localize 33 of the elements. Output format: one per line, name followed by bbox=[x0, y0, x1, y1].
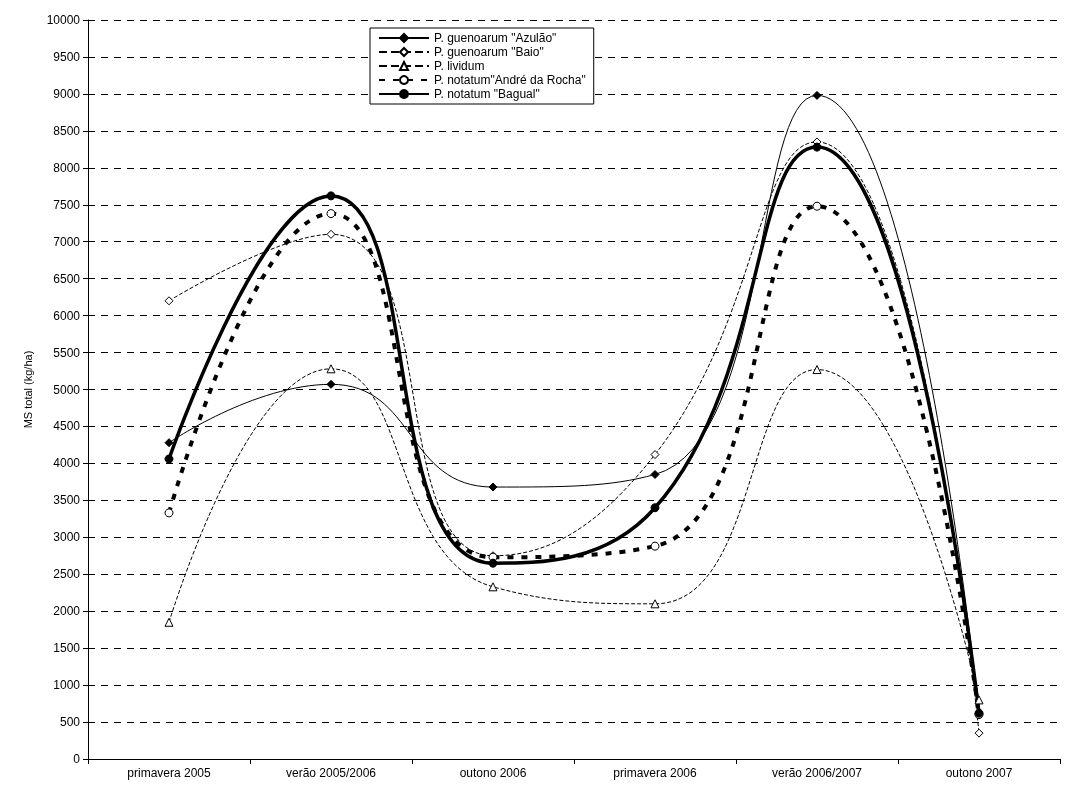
y-tick-label: 8500 bbox=[53, 123, 81, 138]
y-tick-label: 2000 bbox=[53, 604, 81, 619]
legend-label: P. notatum"André da Rocha" bbox=[434, 73, 586, 87]
y-tick-label: 1500 bbox=[53, 641, 81, 656]
x-tick-label: primavera 2005 bbox=[127, 766, 212, 780]
legend-label: P. lividum bbox=[434, 59, 485, 73]
y-tick-label: 0 bbox=[73, 752, 81, 766]
y-tick-label: 3500 bbox=[53, 493, 81, 508]
legend-label: P. guenoarum "Baio" bbox=[434, 45, 544, 59]
y-tick-label: 7500 bbox=[53, 197, 81, 212]
x-tick-label: outono 2007 bbox=[945, 766, 1013, 780]
y-tick-label: 4000 bbox=[53, 456, 81, 471]
y-tick-label: 6000 bbox=[53, 308, 81, 323]
y-tick-label: 7000 bbox=[53, 234, 81, 249]
legend-label: P. guenoarum "Azulão" bbox=[434, 31, 557, 45]
y-tick-label: 5000 bbox=[53, 382, 81, 397]
y-axis-title: MS total (kg/ha) bbox=[21, 350, 34, 429]
y-tick-label: 8000 bbox=[53, 160, 81, 175]
x-tick-label: outono 2006 bbox=[459, 766, 527, 780]
y-tick-label: 2500 bbox=[53, 567, 81, 582]
y-tick-label: 3000 bbox=[53, 530, 81, 545]
y-tick-label: 9500 bbox=[53, 49, 81, 64]
y-tick-label: 5500 bbox=[53, 345, 81, 360]
y-tick-label: 6500 bbox=[53, 271, 81, 286]
legend-label: P. notatum "Bagual" bbox=[434, 87, 540, 101]
x-tick-label: verão 2005/2006 bbox=[285, 766, 377, 780]
x-tick-label: primavera 2006 bbox=[613, 766, 698, 780]
y-tick-label: 500 bbox=[59, 715, 81, 730]
y-tick-label: 10000 bbox=[46, 13, 81, 27]
y-tick-label: 4500 bbox=[53, 419, 81, 434]
x-tick-label: verão 2006/2007 bbox=[771, 766, 863, 780]
y-tick-label: 9000 bbox=[53, 86, 81, 101]
y-tick-label: 1000 bbox=[53, 678, 81, 693]
